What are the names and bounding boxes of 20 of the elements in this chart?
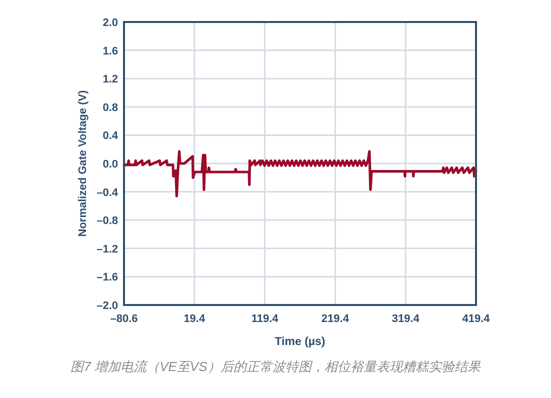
x-tick-label: 419.4: [462, 313, 491, 325]
y-tick-label: 1.6: [102, 45, 118, 58]
x-tick-label: 19.4: [184, 313, 206, 325]
caption: 图7 增加电流（VE至VS）后的正常波特图，相位裕量表现糟糕实验结果: [70, 359, 482, 374]
x-tick-label: 119.4: [251, 313, 280, 325]
y-tick-label: –0.4: [96, 186, 119, 199]
x-tick-label: 319.4: [392, 313, 420, 325]
y-tick-label: –1.2: [96, 243, 118, 256]
y-tick-label: 0.8: [102, 102, 118, 114]
y-tick-label: 0.4: [102, 130, 119, 142]
y-tick-label: –1.6: [96, 272, 118, 284]
x-tick-label: 219.4: [321, 313, 350, 325]
y-tick-label: –2.0: [96, 300, 118, 312]
x-tick-label: –80.6: [110, 313, 138, 325]
y-tick-label: 2.0: [102, 17, 118, 29]
y-tick-label: 1.2: [102, 74, 118, 86]
y-tick-label: 0.0: [102, 158, 118, 170]
y-axis-title: Normalized Gate Voltage (V): [77, 90, 89, 237]
x-axis-title: Time (µs): [274, 336, 326, 348]
y-tick-label: –0.8: [96, 215, 118, 228]
